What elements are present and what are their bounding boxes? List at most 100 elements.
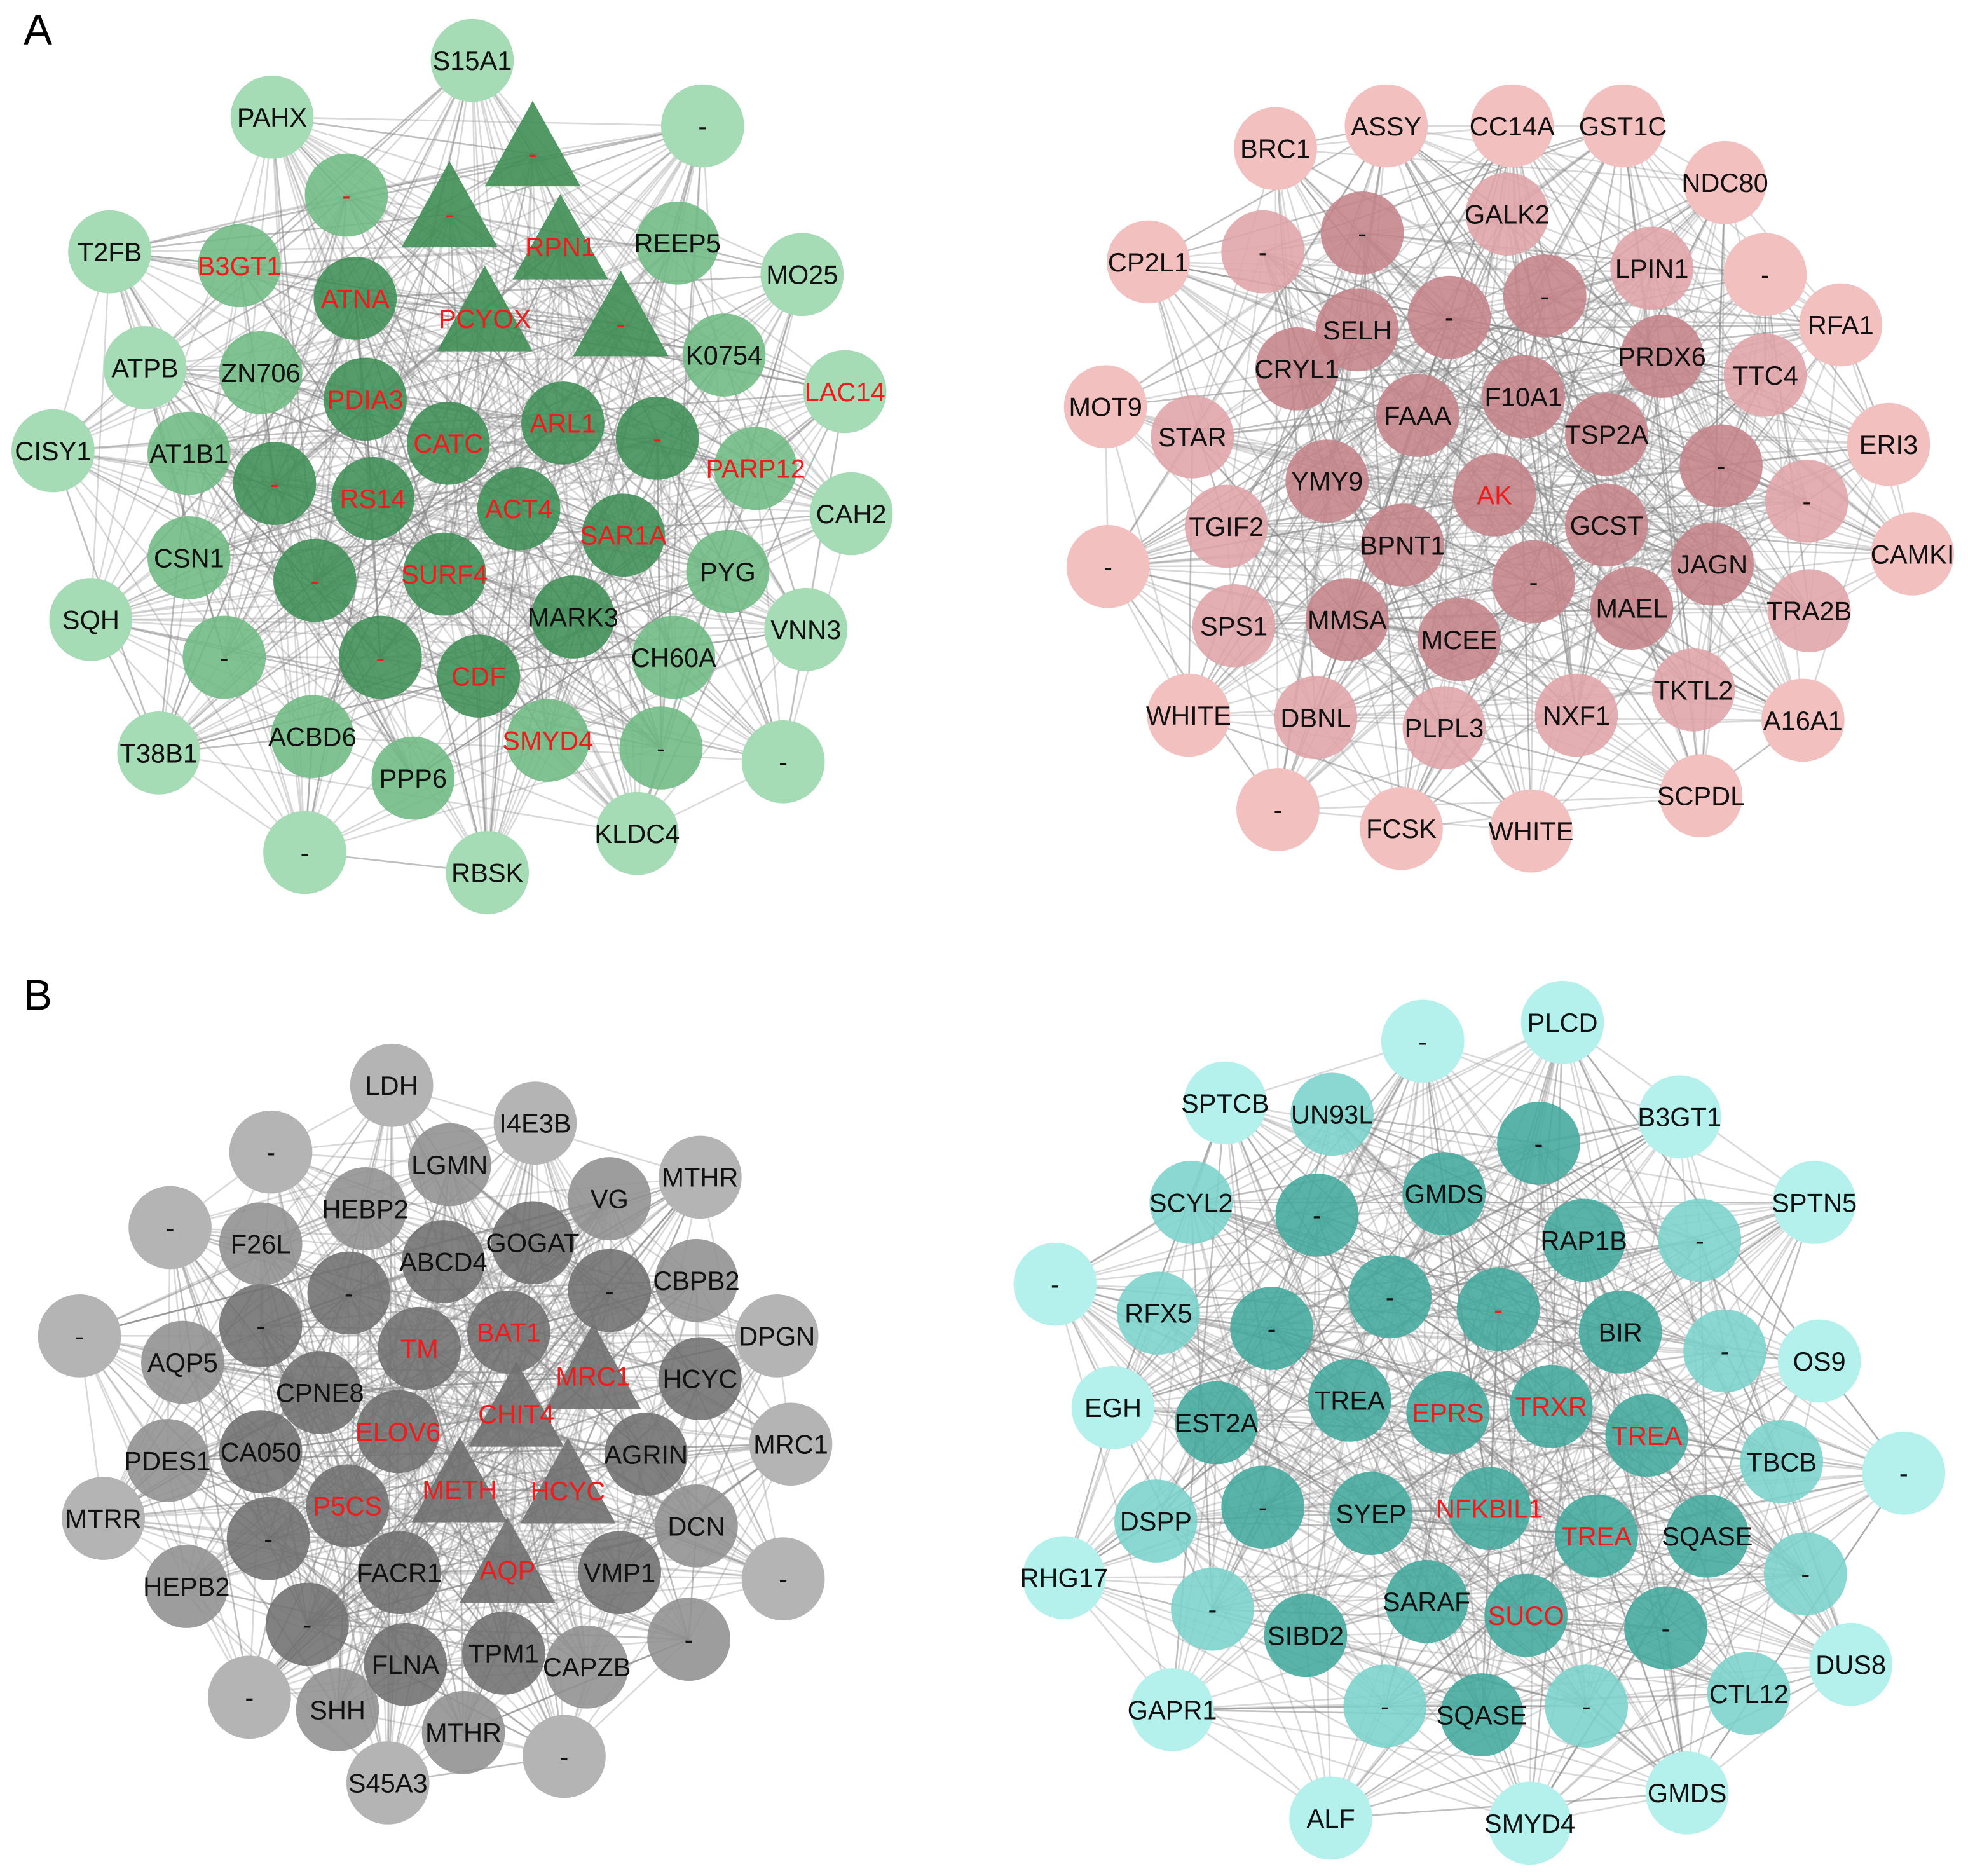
node — [1130, 1668, 1214, 1751]
edge — [90, 498, 373, 620]
node — [1063, 365, 1147, 449]
edge — [1296, 368, 1460, 640]
edge — [1147, 261, 1328, 482]
node-label: BRC1 — [1240, 134, 1311, 164]
edge — [1390, 1116, 1680, 1298]
edge — [1498, 1308, 1904, 1474]
edge — [448, 242, 678, 444]
node — [230, 75, 314, 159]
edge — [531, 153, 659, 439]
node-label: METH — [422, 1475, 497, 1505]
node — [229, 1110, 313, 1194]
edge — [1063, 1399, 1351, 1578]
node — [1767, 569, 1851, 652]
edge — [1349, 1142, 1540, 1401]
node-label: - — [1899, 1458, 1908, 1488]
node-triangle — [411, 1436, 508, 1523]
node — [1658, 1198, 1742, 1282]
node-label: ATPB — [111, 353, 179, 383]
edge — [314, 422, 564, 582]
node-label: TPM1 — [468, 1638, 539, 1668]
node-label: P5CS — [313, 1491, 383, 1521]
node — [1489, 789, 1573, 873]
edge — [399, 1525, 697, 1573]
node — [1683, 140, 1766, 224]
edge — [1562, 1022, 1821, 1362]
edge — [1274, 147, 1524, 397]
edge — [188, 273, 803, 455]
edge — [1596, 1472, 1904, 1537]
node-label: LPIN1 — [1615, 254, 1689, 284]
edge — [404, 1290, 610, 1665]
edge — [442, 1176, 700, 1263]
edge — [1498, 1202, 1815, 1310]
node-label: - — [1761, 260, 1770, 290]
edge — [1606, 434, 1695, 690]
edge — [1711, 274, 1766, 565]
node-label: F26L — [231, 1229, 291, 1259]
node — [462, 1612, 545, 1695]
network: PLCD - SPTCB B3GT1 SPTN5 - OS9 EGH - RHG17 DUS8 GAP… — [1013, 980, 1946, 1865]
edge — [1402, 544, 1913, 555]
node-label: LGMN — [411, 1150, 488, 1180]
node-label: - — [1381, 1692, 1390, 1722]
edge — [1306, 1627, 1666, 1637]
node-label: ARL1 — [530, 408, 596, 438]
edge — [1511, 125, 1808, 502]
edge — [1216, 1421, 1782, 1463]
node — [1777, 1319, 1861, 1403]
edge — [354, 298, 784, 763]
edge — [1538, 1143, 1552, 1407]
edge — [518, 507, 807, 631]
edge — [1277, 481, 1328, 810]
edge — [1191, 436, 1445, 729]
node-label: RFX5 — [1124, 1299, 1192, 1329]
node — [655, 1484, 738, 1568]
edge — [782, 391, 846, 762]
edge — [1443, 1193, 1648, 1436]
node-label: SQASE — [1662, 1521, 1753, 1551]
node — [1175, 1381, 1258, 1465]
edge — [144, 367, 225, 658]
node — [1360, 786, 1443, 870]
node — [437, 634, 521, 718]
node-triangle — [460, 1517, 556, 1603]
edge — [90, 619, 306, 853]
node-label: S15A1 — [432, 46, 512, 76]
edge — [1533, 580, 1803, 722]
edge — [271, 116, 703, 127]
node-label: VG — [591, 1184, 629, 1214]
edge — [239, 245, 561, 267]
edge — [1188, 544, 1404, 716]
node — [1418, 598, 1501, 681]
node-label: TTC4 — [1732, 360, 1798, 390]
edge — [1158, 1312, 1667, 1629]
edge — [1385, 125, 1608, 526]
edge — [390, 1085, 510, 1332]
edge — [1271, 1116, 1680, 1329]
edge — [1215, 1421, 1666, 1629]
edge — [1443, 1193, 1807, 1575]
node-label: TREA — [1315, 1385, 1385, 1415]
edge — [274, 354, 725, 484]
edge — [271, 116, 533, 154]
node-label: CAH2 — [816, 499, 887, 529]
edge — [1529, 1664, 1852, 1824]
node — [1520, 980, 1604, 1064]
edge — [559, 246, 675, 658]
edge — [399, 1571, 689, 1640]
edge — [1606, 524, 1913, 555]
edge — [1417, 414, 1713, 565]
node — [338, 615, 422, 699]
edge — [1764, 274, 1810, 611]
edge — [676, 242, 852, 514]
edge — [372, 214, 451, 499]
edge — [188, 442, 449, 559]
node-label: SMYD4 — [1484, 1809, 1575, 1838]
node — [493, 1081, 577, 1165]
edge — [1107, 524, 1607, 568]
node-label: MARK3 — [528, 602, 618, 632]
edge — [1764, 274, 1810, 611]
edge — [1447, 1022, 1564, 1413]
